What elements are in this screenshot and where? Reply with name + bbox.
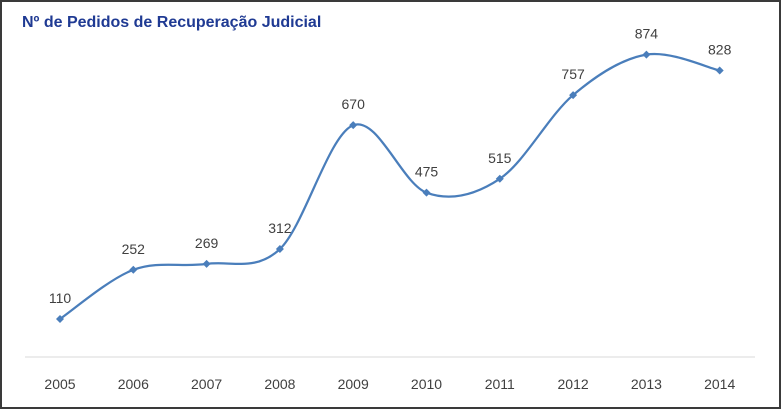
x-tick-layer: 2005 2006 2007 2008 2009 2010 2011 2012 2013 2014 — [44, 376, 735, 392]
series-layer — [59, 52, 720, 320]
data-point-marker — [422, 188, 431, 197]
data-label-layer: 110 252 269 312 670 475 515 757 874 828 — [49, 26, 732, 306]
data-point-marker — [202, 259, 211, 268]
data-label: 269 — [195, 235, 219, 251]
x-tick-label: 2005 — [44, 376, 75, 392]
x-tick-label: 2014 — [704, 376, 735, 392]
data-label: 110 — [49, 290, 72, 306]
data-point-marker — [129, 265, 138, 274]
data-point-marker — [569, 91, 578, 100]
data-label: 670 — [342, 96, 366, 112]
data-label: 312 — [268, 220, 292, 236]
x-tick-label: 2010 — [411, 376, 442, 392]
series-line — [59, 52, 720, 320]
chart-title: Nº de Pedidos de Recuperação Judicial — [22, 14, 322, 31]
data-label: 757 — [561, 66, 585, 82]
data-label: 475 — [415, 164, 439, 180]
x-tick-label: 2009 — [338, 376, 369, 392]
x-tick-label: 2008 — [264, 376, 295, 392]
data-point-marker — [715, 66, 724, 75]
marker-layer — [56, 50, 724, 323]
data-point-marker — [642, 50, 651, 59]
data-point-marker — [495, 174, 504, 183]
x-tick-label: 2012 — [558, 376, 589, 392]
x-tick-label: 2013 — [631, 376, 662, 392]
data-label: 828 — [708, 42, 732, 58]
x-tick-label: 2006 — [118, 376, 149, 392]
data-point-marker — [349, 121, 358, 130]
x-tick-label: 2007 — [191, 376, 222, 392]
data-label: 874 — [635, 26, 659, 42]
data-label: 515 — [488, 150, 512, 166]
data-point-marker — [275, 245, 284, 254]
data-label: 252 — [122, 241, 146, 257]
data-point-marker — [56, 314, 64, 323]
x-tick-label: 2011 — [485, 376, 515, 392]
